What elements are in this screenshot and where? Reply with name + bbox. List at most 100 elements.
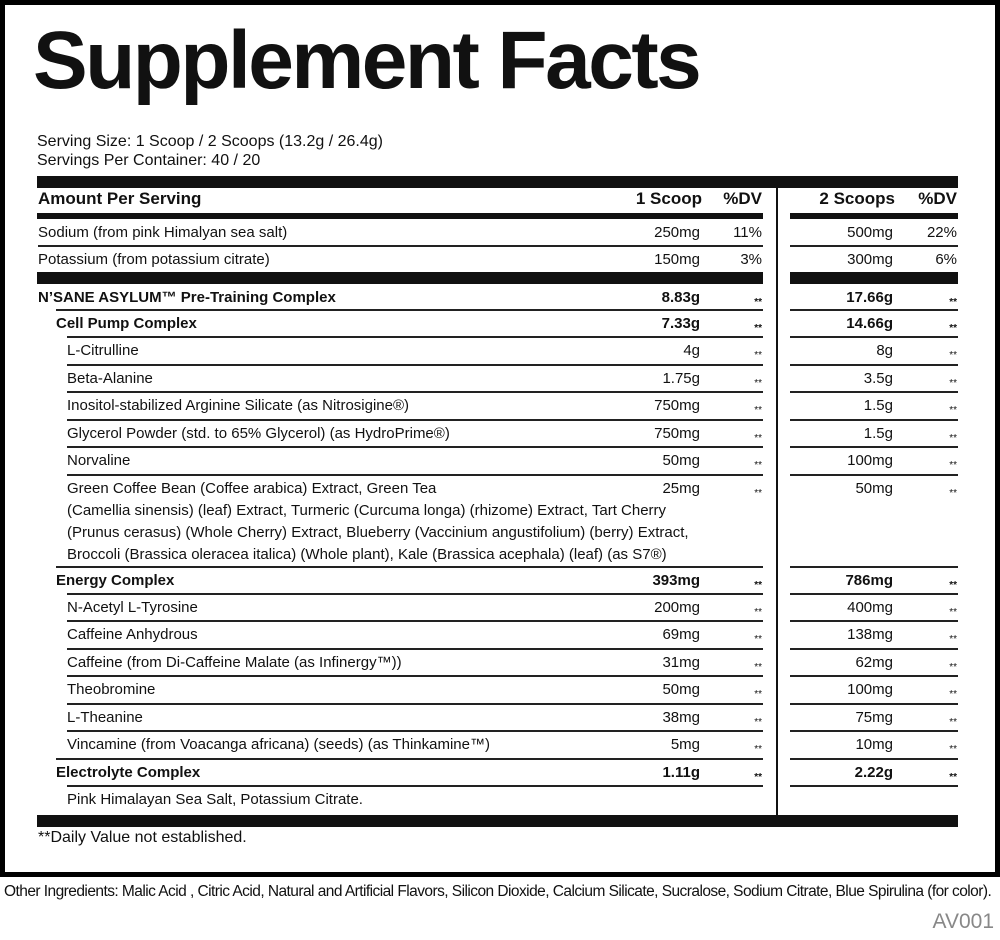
amount-two-scoops: 3.5g <box>863 369 893 387</box>
nutrient-name: Beta-Alanine <box>67 369 153 387</box>
dv1-header: %DV <box>723 189 762 208</box>
row-separator <box>56 565 763 568</box>
row-separator <box>790 565 958 568</box>
amount-two-scoops: 100mg <box>847 681 893 698</box>
nutrient-name: Cell Pump Complex <box>56 315 197 332</box>
nutrient-name: L-Theanine <box>67 708 143 726</box>
product-code: AV001 <box>932 910 995 933</box>
amount-two-scoops: 400mg <box>847 598 893 616</box>
amount-two-scoops: 62mg <box>855 653 893 671</box>
dv-two-scoops: ** <box>949 377 957 389</box>
amount-one-scoop: 8.83g <box>661 289 700 306</box>
row-separator <box>67 592 763 595</box>
row-separator <box>790 336 958 338</box>
row-separator <box>67 363 763 366</box>
row-separator <box>67 391 763 393</box>
medium-divider <box>37 213 763 219</box>
amount-one-scoop: 5mg <box>670 736 700 753</box>
nutrient-name: Caffeine Anhydrous <box>67 626 198 643</box>
thick-divider <box>37 176 958 188</box>
row-separator <box>67 730 763 732</box>
page-title: Supplement Facts <box>33 15 702 106</box>
medium-divider <box>790 213 958 219</box>
dv-one-scoop: ** <box>754 689 762 700</box>
thick-divider <box>37 272 763 284</box>
dv-two-scoops: ** <box>949 634 957 645</box>
row-separator <box>38 245 763 247</box>
dv-one-scoop: ** <box>754 323 762 334</box>
amount-one-scoop: 250mg <box>654 224 700 241</box>
serving-size: Serving Size: 1 Scoop / 2 Scoops (13.2g … <box>37 133 383 150</box>
row-separator <box>790 785 958 787</box>
amount-two-scoops: 786mg <box>845 571 893 589</box>
row-separator <box>790 675 958 677</box>
amount-one-scoop: 7.33g <box>661 315 700 332</box>
nutrient-name: Caffeine (from Di-Caffeine Malate (as In… <box>67 653 402 671</box>
amount-one-scoop: 750mg <box>654 424 700 442</box>
row-separator <box>790 647 958 650</box>
amount-two-scoops: 1.5g <box>863 424 893 442</box>
dv-one-scoop: ** <box>754 350 762 361</box>
dv-one-scoop: ** <box>754 771 762 783</box>
amount-two-scoops: 10mg <box>855 736 893 753</box>
amount-two-scoops: 1.5g <box>863 397 893 414</box>
row-separator <box>790 391 958 393</box>
amount-one-scoop: 25mg <box>662 479 700 497</box>
amount-per-serving-label: Amount Per Serving <box>38 189 202 208</box>
amount-two-scoops: 500mg <box>847 224 893 241</box>
row-separator <box>67 675 763 677</box>
dv-two-scoops: ** <box>949 405 957 416</box>
row-separator <box>67 702 763 705</box>
row-separator <box>790 592 958 595</box>
amount-two-scoops: 14.66g <box>846 315 893 332</box>
servings-per-container: Servings Per Container: 40 / 20 <box>37 152 261 169</box>
dv-one-scoop: ** <box>754 634 762 645</box>
row-separator <box>790 473 958 476</box>
dv-one-scoop: ** <box>754 661 762 673</box>
dv-one-scoop: ** <box>754 606 762 618</box>
nutrient-name: Green Coffee Bean (Coffee arabica) Extra… <box>67 479 689 563</box>
dv-one-scoop: 3% <box>740 251 762 268</box>
dv-one-scoop: ** <box>754 432 762 444</box>
amount-one-scoop: 200mg <box>654 598 700 616</box>
nutrient-name: Inositol-stabilized Arginine Silicate (a… <box>67 397 410 414</box>
nutrient-name: Theobromine <box>67 681 156 698</box>
amount-one-scoop: 50mg <box>662 452 700 469</box>
dv-two-scoops: ** <box>949 689 957 700</box>
amount-two-scoops: 17.66g <box>846 289 893 306</box>
nutrient-name: Norvaline <box>67 452 131 469</box>
dv-two-scoops: ** <box>949 432 957 444</box>
row-separator <box>790 620 958 622</box>
two-scoops-header: 2 Scoops <box>819 189 895 208</box>
row-separator <box>790 446 958 448</box>
dv-one-scoop: ** <box>754 579 762 591</box>
nutrient-name: Pink Himalayan Sea Salt, Potassium Citra… <box>67 791 363 808</box>
dv-two-scoops: ** <box>949 487 957 499</box>
dv-two-scoops: ** <box>949 661 957 673</box>
row-separator <box>790 757 958 760</box>
row-separator <box>67 336 763 338</box>
row-separator <box>67 473 763 476</box>
row-separator <box>67 785 763 787</box>
dv-two-scoops: 22% <box>926 224 957 241</box>
amount-one-scoop: 150mg <box>654 251 700 268</box>
thick-divider <box>790 272 958 284</box>
row-separator <box>67 647 763 650</box>
dv-two-scoops: ** <box>949 579 957 591</box>
dv-two-scoops: ** <box>949 771 957 783</box>
amount-one-scoop: 1.75g <box>662 369 700 387</box>
dv-two-scoops: ** <box>949 460 957 471</box>
dv-one-scoop: ** <box>754 405 762 416</box>
dv-one-scoop: ** <box>754 377 762 389</box>
amount-two-scoops: 8g <box>876 342 893 359</box>
amount-two-scoops: 50mg <box>855 479 893 497</box>
dv-two-scoops: ** <box>949 744 957 755</box>
row-separator <box>790 418 958 421</box>
nutrient-name: L-Citrulline <box>67 342 139 359</box>
column-divider <box>776 188 778 815</box>
row-separator <box>790 363 958 366</box>
amount-one-scoop: 4g <box>683 342 700 359</box>
one-scoop-header: 1 Scoop <box>635 189 702 208</box>
thick-divider <box>37 815 958 827</box>
amount-one-scoop: 69mg <box>662 626 700 643</box>
